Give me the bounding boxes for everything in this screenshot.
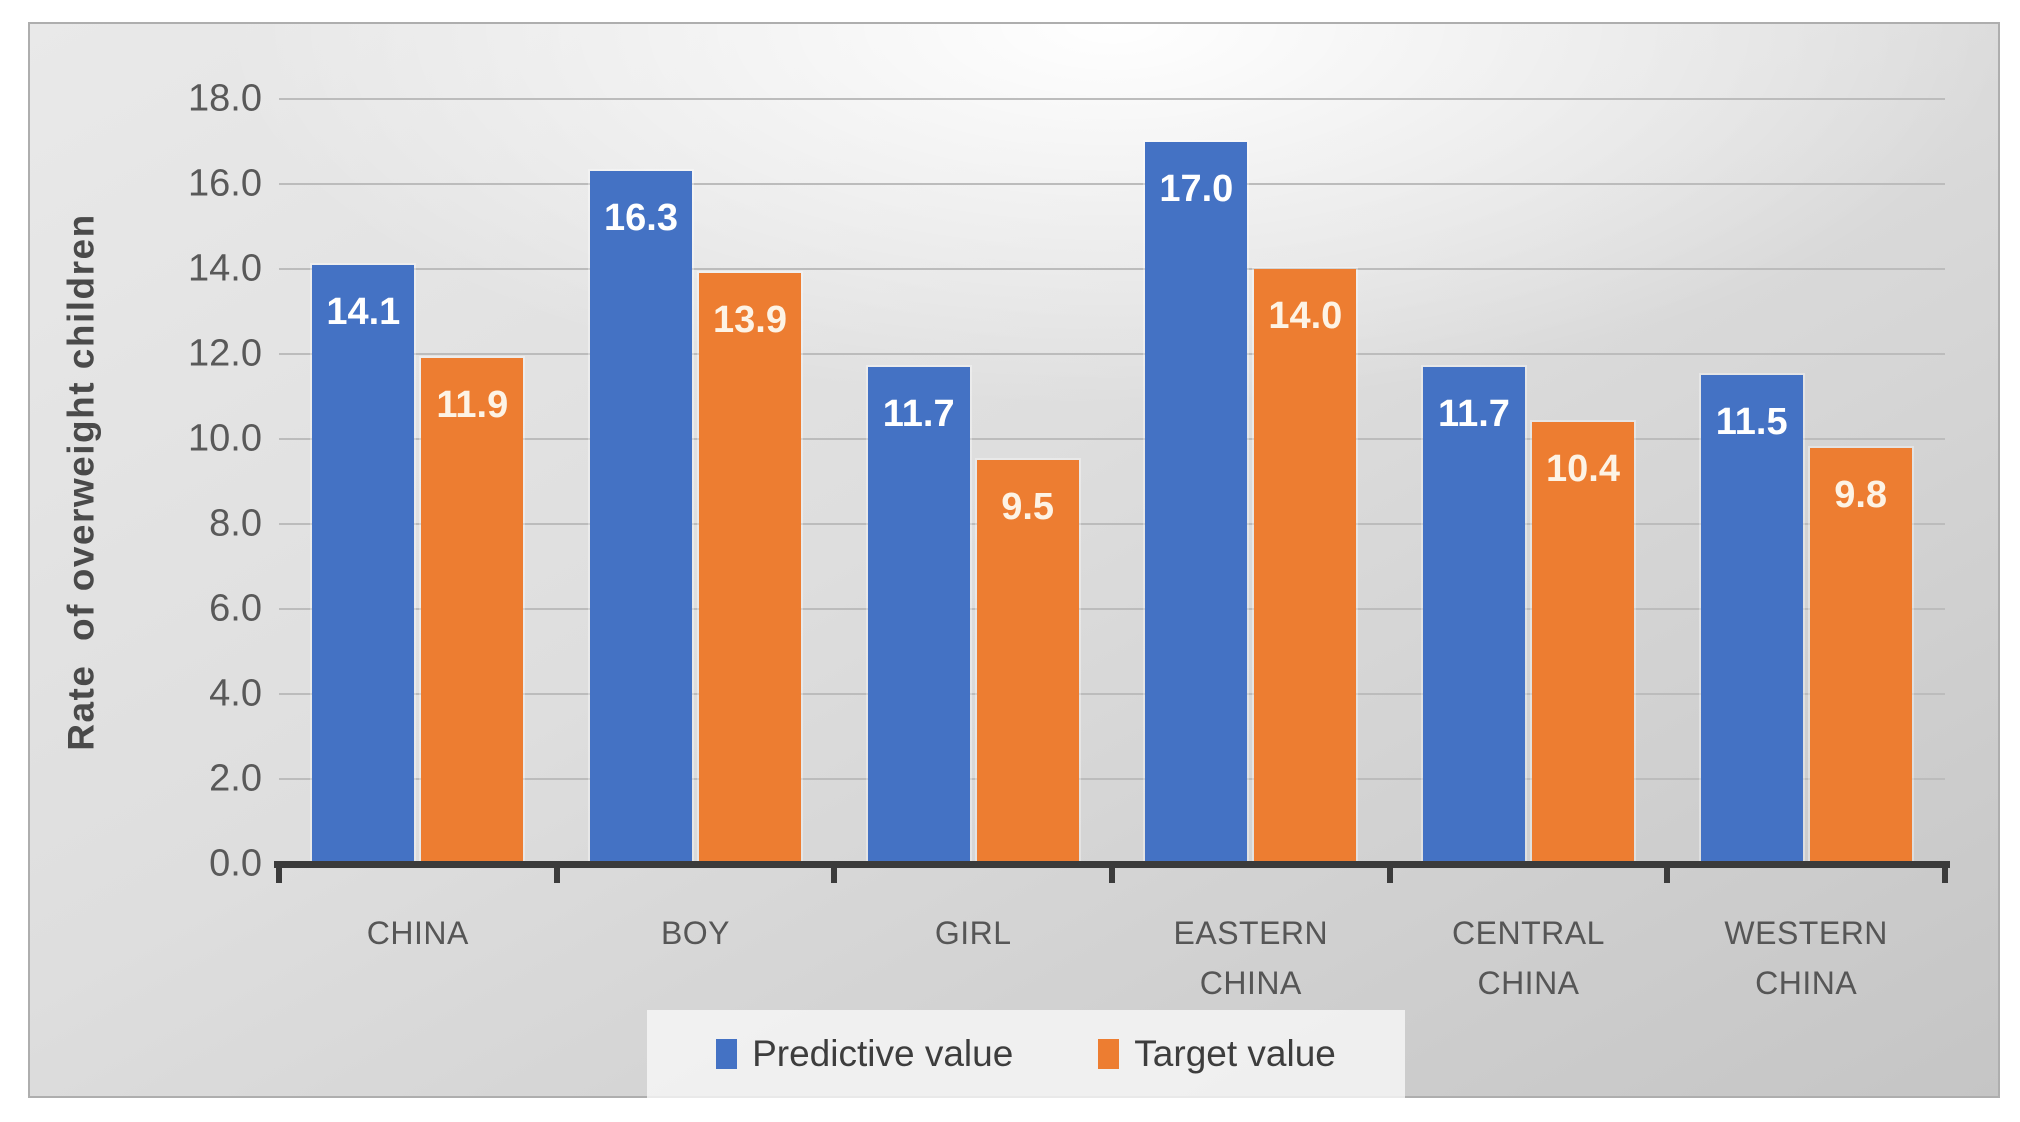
bar-target-value-western-china: 9.8	[1809, 447, 1912, 864]
y-tick-label: 4.0	[209, 672, 262, 715]
y-tick-label: 6.0	[209, 587, 262, 630]
x-category-label: GIRL	[934, 915, 1012, 951]
y-axis-tick-labels: 18.0 16.0 14.0 12.0 10.0 8.0 6.0 4.0 2.0 0.0	[30, 78, 262, 885]
x-axis-tick	[1109, 866, 1115, 883]
y-tick-label: 10.0	[188, 417, 262, 460]
legend-item-target-value: Target value	[1098, 1033, 1336, 1075]
y-tick-label: 2.0	[209, 757, 262, 800]
gridline	[279, 268, 1945, 270]
bar-predictive-value-central-china: 11.7	[1422, 366, 1525, 864]
x-category-label-cell: WESTERN CHINA	[1667, 909, 1945, 1008]
x-axis-tick	[1386, 866, 1393, 883]
x-axis-line	[274, 861, 1950, 868]
gridline	[279, 693, 1945, 695]
bar-value-label: 9.8	[1834, 473, 1888, 516]
bar-target-value-girl: 9.5	[976, 460, 1079, 864]
x-axis-labels: CHINA BOY GIRL EASTERN CHINA CENTRAL CHINA WE…	[279, 909, 1945, 1029]
legend-label: Predictive value	[752, 1033, 1014, 1074]
y-tick-label: 16.0	[188, 162, 262, 205]
x-category-label: EASTERN CHINA	[1173, 915, 1329, 1001]
bar-predictive-value-western-china: 11.5	[1700, 375, 1803, 864]
bar-group-western-china: 11.5 9.8	[1667, 99, 1945, 864]
gridline	[279, 608, 1945, 610]
bar-target-value-boy: 13.9	[698, 273, 801, 864]
bar-value-label: 17.0	[1159, 167, 1234, 210]
bar-value-label: 16.3	[604, 197, 678, 240]
bar-target-value-eastern-china: 14.0	[1254, 269, 1357, 864]
bar-group-eastern-china: 17.0 14.0	[1112, 99, 1390, 864]
x-axis-tick	[276, 866, 282, 883]
plot-area: 14.1 11.9 16.3 13.9 11.7 9.5 17.0 14.0 11.7 10.4 1…	[274, 98, 1950, 883]
bar-group-china: 14.1 11.9	[279, 99, 557, 864]
y-tick-label: 8.0	[209, 502, 262, 545]
x-category-label-cell: BOY	[557, 909, 835, 959]
x-axis-tick	[1942, 866, 1948, 883]
legend-swatch-predictive-value	[716, 1039, 738, 1069]
bar-value-label: 14.1	[326, 290, 401, 333]
bar-group-central-china: 11.7 10.4	[1390, 99, 1668, 864]
y-tick-label: 0.0	[209, 842, 262, 885]
x-category-label-cell: EASTERN CHINA	[1112, 909, 1390, 1008]
gridline	[279, 353, 1945, 355]
bar-predictive-value-girl: 11.7	[867, 366, 970, 864]
gridline	[279, 438, 1945, 440]
x-category-label-cell: CHINA	[279, 909, 557, 959]
x-category-label-cell: CENTRAL CHINA	[1390, 909, 1668, 1008]
bar-predictive-value-eastern-china: 17.0	[1145, 141, 1248, 864]
x-axis-tick	[831, 866, 838, 883]
bar-value-label: 11.7	[1438, 392, 1510, 435]
bar-value-label: 11.7	[882, 392, 955, 435]
legend-swatch-target-value	[1098, 1039, 1120, 1069]
x-category-label: BOY	[660, 915, 731, 951]
bar-value-label: 11.9	[436, 384, 509, 427]
x-category-label: CENTRAL CHINA	[1452, 915, 1605, 1001]
x-category-label: CHINA	[366, 915, 469, 951]
bar-predictive-value-boy: 16.3	[589, 171, 692, 864]
gridline	[279, 523, 1945, 525]
bar-value-label: 10.4	[1546, 448, 1620, 490]
y-tick-label: 14.0	[188, 247, 262, 290]
chart-frame: Rate of overweight children 18.0 16.0 14.0…	[28, 22, 2000, 1098]
x-axis-tick	[1664, 866, 1671, 883]
legend-item-predictive-value: Predictive value	[716, 1033, 1013, 1075]
bar-predictive-value-china: 14.1	[312, 264, 415, 864]
bar-value-label: 11.5	[1715, 401, 1788, 444]
gridline	[279, 98, 1945, 100]
gridline	[279, 183, 1945, 185]
bar-value-label: 14.0	[1268, 295, 1343, 337]
bar-target-value-china: 11.9	[421, 358, 524, 864]
gridline	[279, 778, 1945, 780]
x-axis-tick	[553, 866, 560, 883]
x-category-label: WESTERN CHINA	[1724, 915, 1888, 1001]
bar-value-label: 13.9	[713, 299, 787, 342]
y-tick-label: 18.0	[188, 77, 262, 120]
bar-target-value-central-china: 10.4	[1531, 422, 1634, 864]
bar-value-label: 9.5	[1001, 486, 1055, 529]
bar-group-girl: 11.7 9.5	[834, 99, 1112, 864]
legend-label: Target value	[1134, 1033, 1336, 1074]
x-category-label-cell: GIRL	[834, 909, 1112, 959]
bar-group-boy: 16.3 13.9	[557, 99, 835, 864]
legend: Predictive value Target value	[647, 1010, 1405, 1098]
y-tick-label: 12.0	[188, 332, 262, 375]
